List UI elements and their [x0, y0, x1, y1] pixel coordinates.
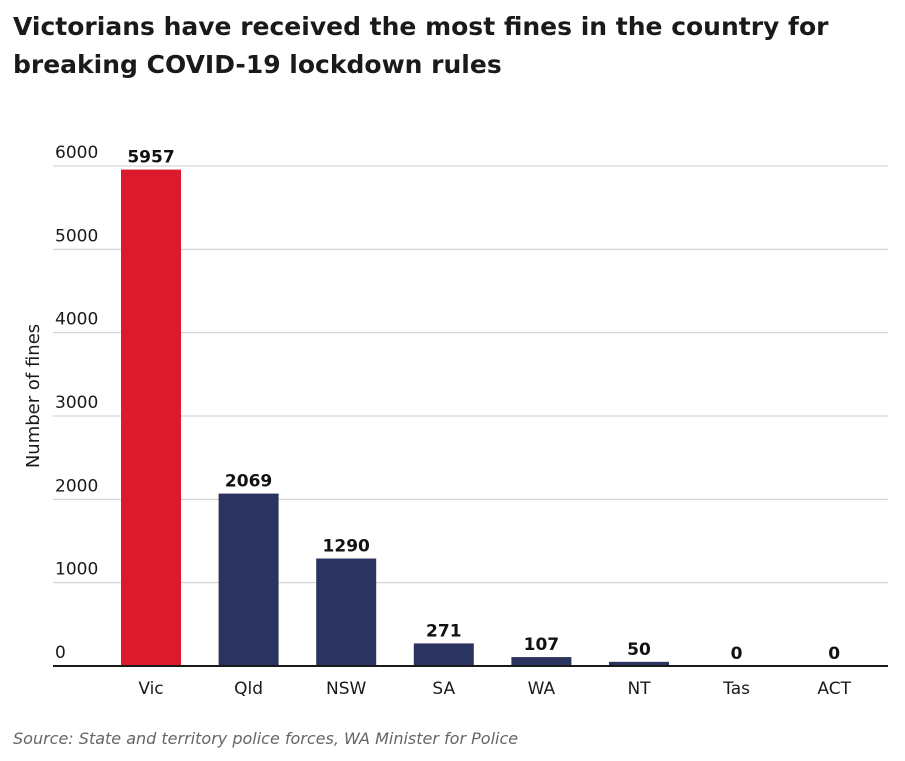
- bar-vic: [121, 169, 181, 667]
- category-label-qld: Qld: [234, 679, 263, 699]
- data-label-nt: 50: [627, 640, 651, 660]
- category-label-vic: Vic: [138, 679, 163, 699]
- y-tick-label: 5000: [55, 226, 98, 246]
- category-label-tas: Tas: [722, 679, 750, 699]
- chart-title: Victorians have received the most fines …: [13, 12, 829, 79]
- data-label-sa: 271: [426, 621, 462, 641]
- y-tick-label: 0: [55, 643, 66, 663]
- data-labels: 5957 2069 1290 271 107 50 0 0: [127, 148, 840, 664]
- bar-sa: [413, 643, 474, 666]
- category-label-act: ACT: [817, 679, 851, 699]
- source-note: Source: State and territory police force…: [13, 729, 519, 748]
- y-tick-label: 6000: [55, 143, 98, 163]
- bars: [121, 169, 669, 667]
- y-axis-ticks: 0 1000 2000 3000 4000 5000 6000: [55, 143, 98, 663]
- bar-nt: [609, 661, 669, 666]
- x-axis-categories: Vic Qld NSW SA WA NT Tas ACT: [138, 679, 851, 699]
- data-label-nsw: 1290: [323, 537, 370, 557]
- y-tick-label: 1000: [55, 560, 98, 580]
- y-axis-label: Number of fines: [23, 324, 44, 468]
- category-label-nsw: NSW: [326, 679, 367, 699]
- data-label-vic: 5957: [127, 148, 174, 168]
- y-tick-label: 3000: [55, 393, 98, 413]
- gridlines: [53, 165, 888, 584]
- data-label-act: 0: [828, 644, 840, 664]
- y-tick-label: 2000: [55, 476, 98, 496]
- category-label-nt: NT: [627, 679, 651, 699]
- data-label-tas: 0: [731, 644, 743, 664]
- data-label-qld: 2069: [225, 472, 272, 492]
- category-label-wa: WA: [528, 679, 556, 699]
- bar-wa: [511, 657, 572, 666]
- bar-qld: [218, 493, 279, 666]
- data-label-wa: 107: [524, 635, 560, 655]
- category-label-sa: SA: [432, 679, 455, 699]
- bar-nsw: [316, 558, 377, 666]
- y-tick-label: 4000: [55, 310, 98, 330]
